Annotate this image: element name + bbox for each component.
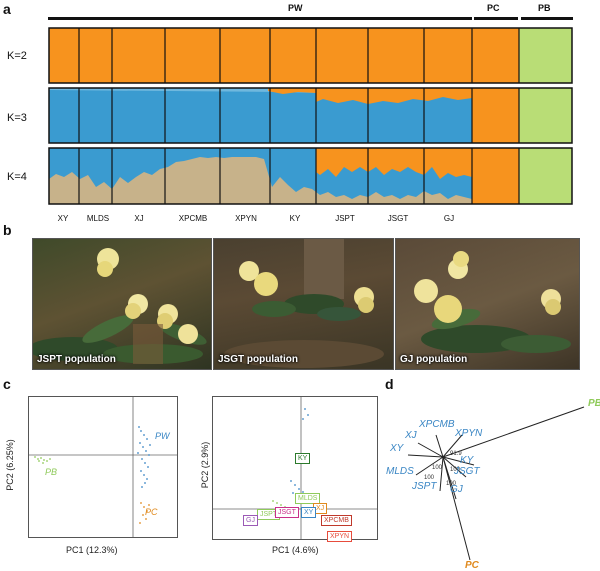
- pb-points: [34, 456, 51, 464]
- photo-jspt: JSPT population: [32, 238, 212, 370]
- pca2-tag-xpcmb: XPCMB: [321, 515, 352, 526]
- orchid-illustration: [224, 239, 384, 368]
- pca2-tag-xy: XY: [301, 507, 317, 518]
- pop-label-gj: GJ: [443, 214, 455, 223]
- pc-points: [139, 502, 150, 524]
- group-label-pw: PW: [288, 3, 303, 13]
- tree-label-pb: PB: [588, 398, 600, 409]
- pop-label-jsgt: JSGT: [387, 214, 409, 223]
- pop-label-xj: XJ: [134, 214, 144, 223]
- pca1-points: [29, 397, 177, 537]
- tree-label-ky: KY: [460, 455, 474, 466]
- pca2-tag-xpyn: XPYN: [327, 531, 353, 542]
- panel-letter-b: b: [3, 222, 12, 238]
- orchid-illustration: [414, 251, 571, 353]
- tree-label-jspt: JSPT: [412, 481, 437, 492]
- pca2-xlabel: PC1 (4.6%): [272, 545, 319, 555]
- neighbor-joining-tree: 91.9 100 100 100 100: [407, 406, 585, 561]
- tree-label-jsgt: JSGT: [454, 466, 480, 477]
- photo-caption-gj: GJ population: [400, 354, 468, 365]
- pca2-ylabel: PC2 (2.9%): [200, 441, 210, 489]
- group-label-pb: PB: [538, 3, 551, 13]
- k-label-3: K=3: [7, 112, 27, 124]
- panel-letter-c: c: [3, 376, 11, 392]
- bootstrap-label: 100: [450, 467, 461, 473]
- tree-label-xj: XJ: [405, 430, 417, 441]
- pop-label-xy: XY: [57, 214, 69, 223]
- pop-label-mlds: MLDS: [86, 214, 110, 223]
- group-bar-pc: [474, 17, 518, 20]
- pca1-label-pb: PB: [45, 467, 58, 477]
- photo-jsgt: JSGT population: [213, 238, 394, 370]
- tree-label-xy: XY: [390, 443, 404, 454]
- bootstrap-label: 91.9: [450, 451, 462, 457]
- bootstrap-label: 100: [446, 481, 457, 487]
- photo-caption-jsgt: JSGT population: [218, 354, 298, 365]
- pca1-label-pc: PC: [145, 507, 158, 517]
- pop-label-jspt: JSPT: [335, 214, 355, 223]
- panel-letter-d: d: [385, 376, 394, 392]
- pca2-tag-mlds: MLDS: [295, 493, 321, 504]
- pca1-label-pw: PW: [155, 431, 170, 441]
- structure-k4: [48, 147, 573, 205]
- pop-label-xpcmb: XPCMB: [178, 214, 208, 223]
- bootstrap-label: 100: [432, 465, 443, 471]
- tree-label-mlds: MLDS: [386, 466, 414, 477]
- bootstrap-label: 100: [424, 475, 435, 481]
- tree-label-xpcmb: XPCMB: [419, 419, 455, 430]
- pca2-tag-gj: GJ: [243, 515, 258, 526]
- group-label-pc: PC: [487, 3, 500, 13]
- pop-label-xpyn: XPYN: [235, 214, 257, 223]
- k-label-2: K=2: [7, 50, 27, 62]
- population-separators: [78, 28, 520, 204]
- pw-points: [137, 426, 151, 488]
- pca1-xlabel: PC1 (12.3%): [66, 545, 118, 555]
- structure-k2: [48, 27, 573, 84]
- pop-label-ky: KY: [289, 214, 301, 223]
- group-bar-pb: [521, 17, 573, 20]
- pca2-plot: KY MLDS XJ JSPT JSGT XY XPCMB GJ XPYN: [212, 396, 378, 542]
- tree-label-xpyn: XPYN: [455, 428, 483, 439]
- structure-k3: [48, 87, 573, 144]
- photo-caption-jspt: JSPT population: [37, 354, 116, 365]
- pca1-ylabel: PC2 (6.25%): [5, 439, 15, 491]
- pca2-tag-jsgt: JSGT: [275, 507, 299, 518]
- orchid-illustration: [33, 248, 207, 364]
- tree-label-gj: GJ: [450, 484, 463, 495]
- structure-plot: [48, 27, 573, 205]
- photo-gj: GJ population: [395, 238, 580, 370]
- pca2-tag-ky: KY: [295, 453, 311, 464]
- pca1-plot: PW PB PC: [28, 396, 178, 538]
- k-label-4: K=4: [7, 171, 27, 183]
- panel-letter-a: a: [3, 1, 11, 17]
- group-bar-pw: [48, 17, 472, 20]
- tree-label-pc: PC: [465, 560, 479, 571]
